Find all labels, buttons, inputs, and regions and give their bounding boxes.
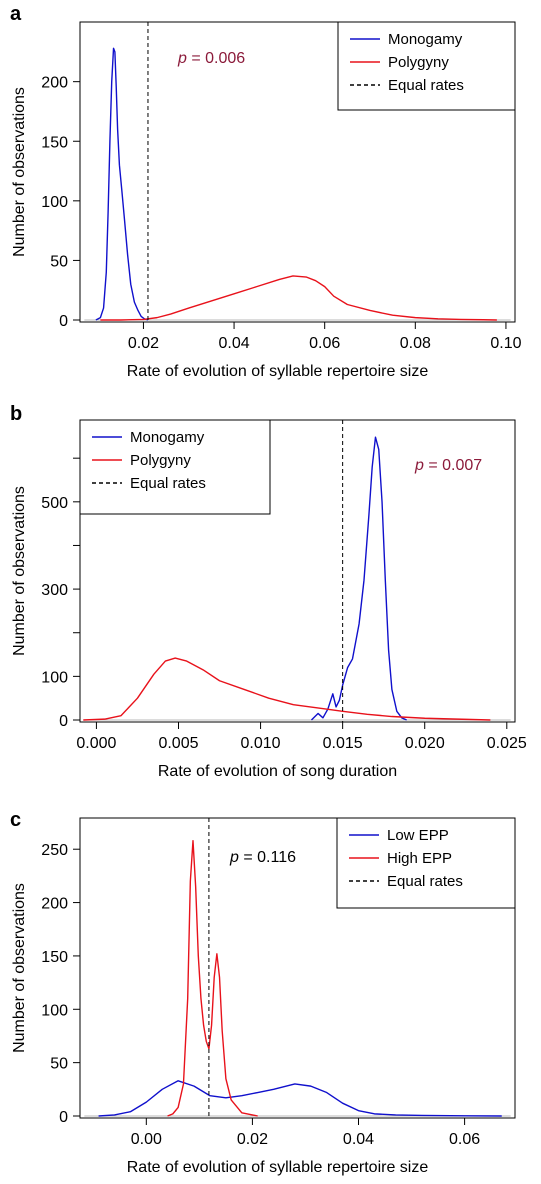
x-tick-label: 0.06 [309, 335, 340, 352]
y-tick-label: 150 [41, 134, 68, 151]
legend: Monogamy Polygyny Equal rates [79, 419, 271, 515]
x-tick-label: 0.000 [76, 735, 116, 752]
y-tick-label: 0 [59, 1109, 68, 1126]
y-axis-title: Number of observations [11, 883, 28, 1053]
y-tick-label: 300 [41, 582, 68, 599]
x-axis-title: Rate of evolution of song duration [158, 763, 397, 780]
p-value-annotation: p = 0.007 [414, 457, 482, 474]
series-line-polygyny [100, 275, 497, 321]
p-value-text: = 0.007 [424, 457, 482, 474]
p-value-symbol: p [414, 457, 424, 474]
y-tick-label: 50 [50, 253, 68, 270]
plot-frame [79, 419, 516, 723]
y-tick-label: 50 [50, 1056, 68, 1073]
x-tick-label: 0.06 [449, 1131, 480, 1148]
panel-label: a [10, 3, 22, 25]
x-tick-label: 0.025 [487, 735, 527, 752]
x-tick-label: 0.08 [400, 335, 431, 352]
y-tick-label: 0 [59, 313, 68, 330]
y-tick-label: 200 [41, 896, 68, 913]
legend-box [79, 419, 271, 515]
series-line-monogamy [95, 47, 149, 321]
x-tick-label: 0.04 [218, 335, 249, 352]
legend-box [336, 817, 516, 909]
y-tick-label: 0 [59, 713, 68, 730]
y-axis-title: Number of observations [11, 87, 28, 257]
x-tick-label: 0.005 [158, 735, 198, 752]
y-tick-label: 500 [41, 495, 68, 512]
p-value-annotation: p = 0.006 [177, 50, 245, 67]
p-value-text: = 0.116 [239, 849, 296, 866]
p-value-symbol: p [177, 50, 187, 67]
series-line-monogamy [310, 436, 407, 721]
panel-c: c 0.00 0.02 0.04 0.06 0 50 100 150 200 250 Rate of … [10, 809, 516, 1176]
series-line-high-epp [167, 839, 258, 1117]
legend-entry: Equal rates [388, 77, 464, 94]
legend-entry: Monogamy [130, 429, 205, 446]
y-tick-label: 100 [41, 1002, 68, 1019]
p-value-annotation: p = 0.116 [229, 849, 296, 866]
legend-entry: Polygyny [130, 452, 191, 469]
y-tick-label: 200 [41, 75, 68, 92]
x-tick-label: 0.02 [128, 335, 159, 352]
legend-entry: Equal rates [387, 873, 463, 890]
x-tick-label: 0.00 [131, 1131, 162, 1148]
legend: Low EPP High EPP Equal rates [336, 817, 516, 909]
x-tick-label: 0.015 [323, 735, 363, 752]
x-axis-title: Rate of evolution of syllable repertoire… [127, 1159, 429, 1176]
legend-entry: Monogamy [388, 31, 463, 48]
panel-b: b 0.000 0.005 0.010 0.015 0.020 0.025 0 100 300 50… [10, 403, 527, 780]
x-tick-label: 0.02 [237, 1131, 268, 1148]
x-tick-label: 0.010 [241, 735, 281, 752]
legend-entry: Polygyny [388, 54, 449, 71]
legend-entry: Equal rates [130, 475, 206, 492]
p-value-text: = 0.006 [187, 50, 245, 67]
x-axis-title: Rate of evolution of syllable repertoire… [127, 363, 429, 380]
y-tick-label: 250 [41, 842, 68, 859]
legend: Monogamy Polygyny Equal rates [337, 21, 516, 111]
x-tick-label: 0.10 [490, 335, 521, 352]
plot-frame [79, 817, 516, 1119]
x-tick-label: 0.04 [343, 1131, 374, 1148]
p-value-symbol: p [229, 849, 239, 866]
y-tick-label: 100 [41, 669, 68, 686]
legend-box [337, 21, 516, 111]
x-tick-label: 0.020 [405, 735, 445, 752]
panel-a: a 0.02 0.04 0.06 0.08 0.10 0 50 100 150 200 Rate of… [10, 3, 522, 380]
legend-entry: High EPP [387, 850, 452, 867]
series-line-polygyny [83, 657, 491, 721]
legend-entry: Low EPP [387, 827, 449, 844]
panel-label: b [10, 403, 22, 425]
plot-frame [79, 21, 516, 323]
panel-label: c [10, 809, 21, 831]
y-tick-label: 150 [41, 949, 68, 966]
y-tick-label: 100 [41, 194, 68, 211]
series-line-low-epp [98, 1080, 502, 1117]
y-axis-title: Number of observations [11, 486, 28, 656]
